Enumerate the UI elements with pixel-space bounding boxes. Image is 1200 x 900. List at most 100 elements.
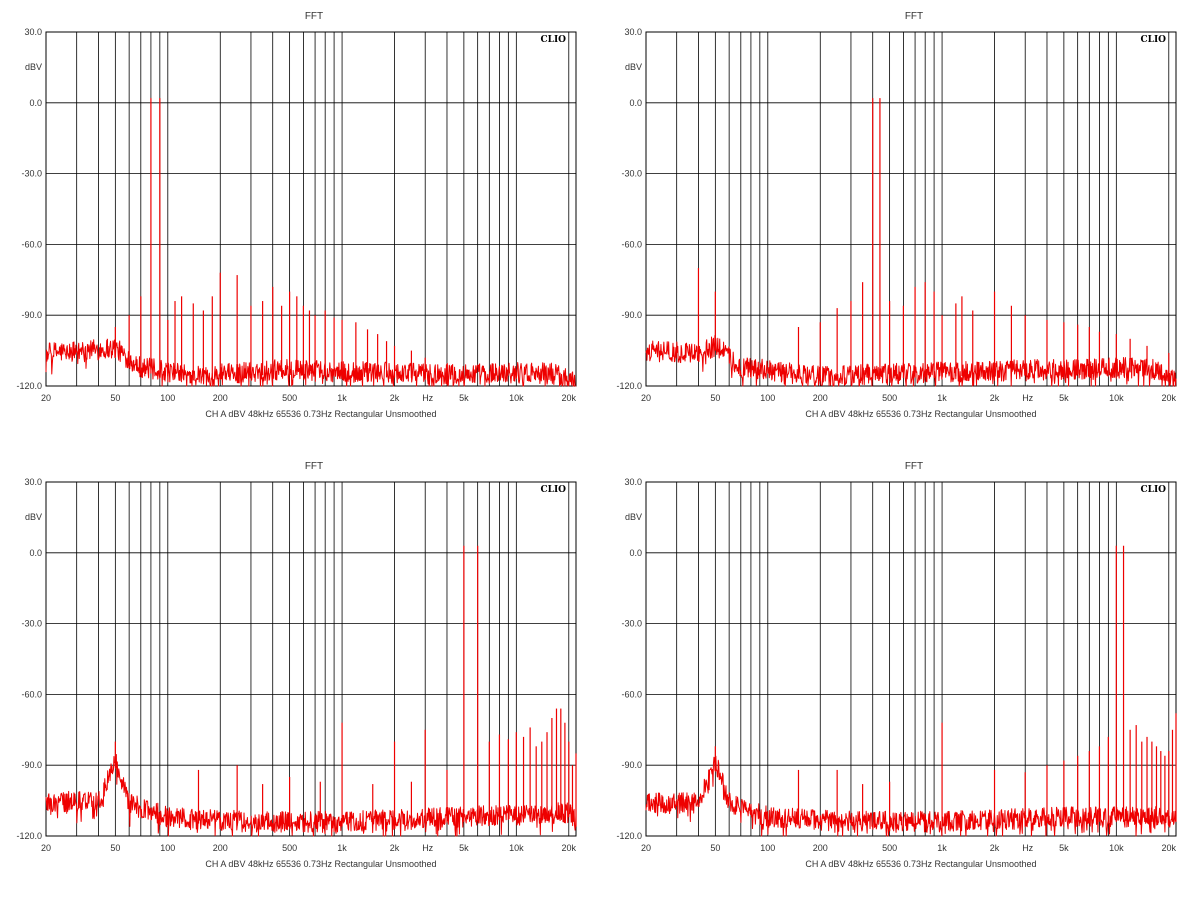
y-tick-label: 30.0	[624, 27, 642, 37]
spectrum-trace	[45, 754, 577, 837]
chart-title: FFT	[905, 461, 923, 472]
spectrum-trace	[645, 755, 1177, 837]
y-axis-label: dBV	[25, 512, 42, 522]
y-axis-label: dBV	[25, 62, 42, 72]
fft-panel-top-left: FFT 30.0 0.0 -30.0 -60.0 -90.0 -120.0 dBV 20 50 10…	[0, 0, 600, 450]
y-tick-label: -90.0	[21, 760, 42, 770]
y-tick-label: 0.0	[29, 548, 42, 558]
y-tick-label: -60.0	[621, 239, 642, 249]
x-axis-unit: Hz	[1022, 393, 1033, 403]
y-tick-label: 30.0	[24, 477, 42, 487]
fft-chart: FFT 30.0 0.0 -30.0 -60.0 -90.0 -120.0 dBV 20 50 10…	[616, 461, 1177, 869]
measurement-settings: CH A dBV 48kHz 65536 0.73Hz Rectangular …	[205, 409, 436, 419]
fft-panel-bottom-right: FFT 30.0 0.0 -30.0 -60.0 -90.0 -120.0 dBV 20 50 10…	[600, 450, 1200, 900]
x-tick-label: 5k	[1059, 393, 1069, 403]
x-tick-label: 50	[710, 393, 720, 403]
x-tick-label: 100	[160, 843, 175, 853]
y-tick-label: 0.0	[29, 98, 42, 108]
y-tick-label: -30.0	[21, 619, 42, 629]
x-tick-label: 1k	[937, 393, 947, 403]
measurement-settings: CH A dBV 48kHz 65536 0.73Hz Rectangular …	[805, 409, 1036, 419]
x-tick-label: 50	[110, 393, 120, 403]
clio-logo: CLIO	[540, 485, 566, 495]
fft-chart: FFT 30.0 0.0 -30.0 -60.0 -90.0 -120.0 dBV 20 50 10…	[16, 11, 577, 419]
x-tick-label: 1k	[337, 843, 347, 853]
x-tick-label: 100	[760, 843, 775, 853]
x-tick-label: 2k	[990, 843, 1000, 853]
chart-title: FFT	[305, 461, 323, 472]
x-tick-label: 200	[213, 393, 228, 403]
x-tick-label: 20	[641, 843, 651, 853]
x-tick-label: 200	[813, 393, 828, 403]
x-tick-label: 20k	[562, 393, 577, 403]
x-axis-unit: Hz	[1022, 843, 1033, 853]
x-tick-label: 2k	[990, 393, 1000, 403]
x-tick-label: 20k	[1162, 393, 1177, 403]
x-tick-label: 10k	[509, 393, 524, 403]
y-tick-label: 30.0	[24, 27, 42, 37]
x-tick-label: 200	[213, 843, 228, 853]
x-tick-label: 500	[882, 393, 897, 403]
y-tick-label: -90.0	[621, 310, 642, 320]
chart-title: FFT	[305, 11, 323, 22]
y-tick-label: -120.0	[16, 831, 42, 841]
chart-title: FFT	[905, 11, 923, 22]
x-tick-label: 100	[160, 393, 175, 403]
y-tick-label: 0.0	[629, 548, 642, 558]
y-tick-label: -60.0	[21, 239, 42, 249]
x-tick-label: 50	[710, 843, 720, 853]
x-tick-label: 2k	[390, 393, 400, 403]
y-tick-label: -60.0	[21, 689, 42, 699]
measurement-settings: CH A dBV 48kHz 65536 0.73Hz Rectangular …	[205, 859, 436, 869]
x-tick-label: 2k	[390, 843, 400, 853]
x-tick-label: 20k	[1162, 843, 1177, 853]
y-tick-label: -120.0	[16, 381, 42, 391]
fft-panel-bottom-left: FFT 30.0 0.0 -30.0 -60.0 -90.0 -120.0 dBV 20 50 10…	[0, 450, 600, 900]
x-tick-label: 10k	[509, 843, 524, 853]
spectrum-trace	[645, 335, 1177, 387]
clio-logo: CLIO	[540, 35, 566, 45]
x-tick-label: 5k	[459, 393, 469, 403]
y-tick-label: -90.0	[621, 760, 642, 770]
x-tick-label: 1k	[937, 843, 947, 853]
x-tick-label: 1k	[337, 393, 347, 403]
plot-frame	[45, 31, 577, 387]
y-axis-label: dBV	[625, 62, 642, 72]
fft-panel-top-right: FFT 30.0 0.0 -30.0 -60.0 -90.0 -120.0 dBV 20 50 10…	[600, 0, 1200, 450]
clio-logo: CLIO	[1140, 35, 1166, 45]
x-tick-label: 20k	[562, 843, 577, 853]
x-tick-label: 10k	[1109, 843, 1124, 853]
x-tick-label: 20	[641, 393, 651, 403]
fft-chart: FFT 30.0 0.0 -30.0 -60.0 -90.0 -120.0 dBV 20 50 10…	[16, 461, 577, 869]
y-tick-label: -60.0	[621, 689, 642, 699]
x-tick-label: 5k	[459, 843, 469, 853]
plot-frame	[45, 481, 577, 837]
x-tick-label: 20	[41, 843, 51, 853]
y-axis-label: dBV	[625, 512, 642, 522]
spectrum-trace	[45, 339, 577, 387]
y-tick-label: -90.0	[21, 310, 42, 320]
x-tick-label: 10k	[1109, 393, 1124, 403]
clio-logo: CLIO	[1140, 485, 1166, 495]
y-tick-label: 30.0	[624, 477, 642, 487]
y-tick-label: -120.0	[616, 831, 642, 841]
x-tick-label: 500	[282, 393, 297, 403]
plot-frame	[645, 481, 1177, 837]
y-tick-label: -30.0	[621, 169, 642, 179]
x-axis-unit: Hz	[422, 843, 433, 853]
y-tick-label: 0.0	[629, 98, 642, 108]
x-tick-label: 20	[41, 393, 51, 403]
y-tick-label: -120.0	[616, 381, 642, 391]
x-axis-unit: Hz	[422, 393, 433, 403]
x-tick-label: 500	[882, 843, 897, 853]
y-tick-label: -30.0	[621, 619, 642, 629]
fft-chart: FFT 30.0 0.0 -30.0 -60.0 -90.0 -120.0 dBV 20 50 10…	[616, 11, 1177, 419]
x-tick-label: 200	[813, 843, 828, 853]
plot-frame	[645, 31, 1177, 387]
y-tick-label: -30.0	[21, 169, 42, 179]
x-tick-label: 5k	[1059, 843, 1069, 853]
measurement-settings: CH A dBV 48kHz 65536 0.73Hz Rectangular …	[805, 859, 1036, 869]
x-tick-label: 50	[110, 843, 120, 853]
x-tick-label: 100	[760, 393, 775, 403]
x-tick-label: 500	[282, 843, 297, 853]
